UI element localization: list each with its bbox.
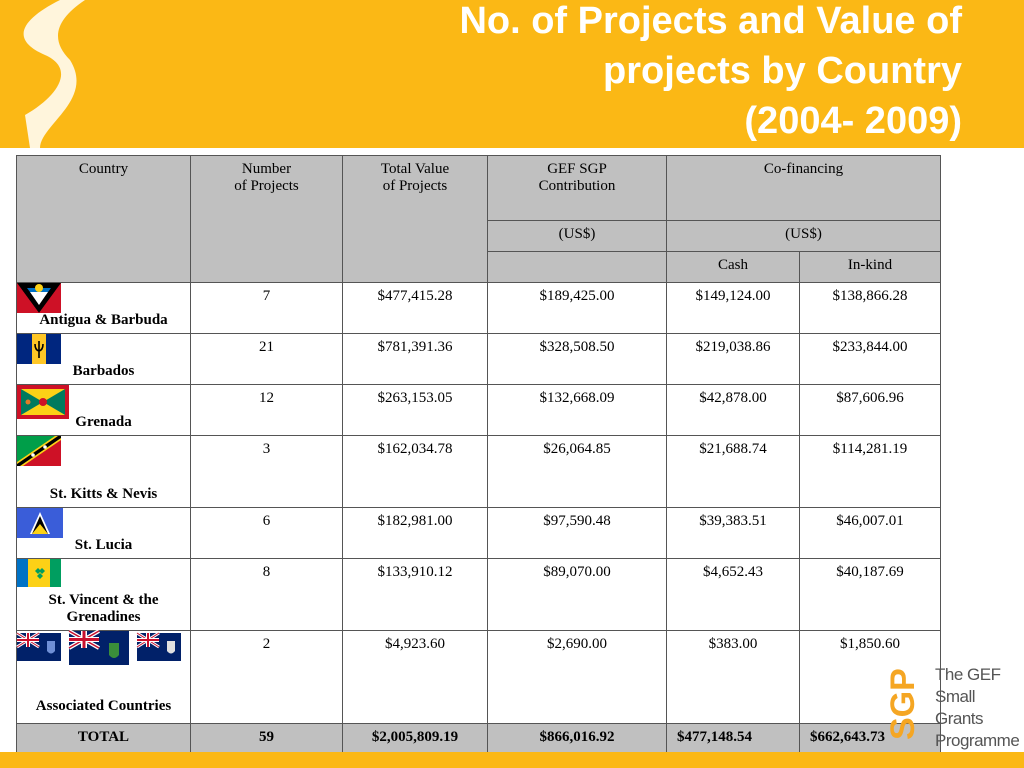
header-gef-unit: (US$) xyxy=(487,220,667,252)
swoosh-decoration xyxy=(23,0,85,148)
country-name: St. Kitts & Nevis xyxy=(49,486,158,502)
inkind-cell: $46,007.01 xyxy=(799,507,941,559)
projects-cell: 21 xyxy=(190,333,343,385)
projects-cell: 6 xyxy=(190,507,343,559)
header-num-projects: Number of Projects xyxy=(190,155,343,283)
cash-cell: $39,383.51 xyxy=(666,507,800,559)
cash-cell: $149,124.00 xyxy=(666,282,800,334)
total-cell: $182,981.00 xyxy=(342,507,488,559)
inkind-cell: $138,866.28 xyxy=(799,282,941,334)
gef-cell: $89,070.00 xyxy=(487,558,667,631)
cash-cell: $4,652.43 xyxy=(666,558,800,631)
header-country: Country xyxy=(16,155,191,283)
gef-cell: $132,668.09 xyxy=(487,384,667,436)
total-cell: $133,910.12 xyxy=(342,558,488,631)
country-cell: Grenada xyxy=(16,384,191,436)
total-cell: $781,391.36 xyxy=(342,333,488,385)
st-vincent-flag-icon xyxy=(17,559,61,587)
inkind-cell: $87,606.96 xyxy=(799,384,941,436)
country-cell: Antigua & Barbuda xyxy=(16,282,191,334)
cash-cell: $21,688.74 xyxy=(666,435,800,508)
country-name: St. Vincent & the Grenadines xyxy=(48,592,159,625)
barbados-flag-icon xyxy=(17,334,61,364)
logo-line-3: Programme xyxy=(935,731,1020,750)
title-line-2: projects by Country xyxy=(603,50,962,92)
country-cell: Associated Countries xyxy=(16,629,191,724)
gef-cell: $2,690.00 xyxy=(487,630,667,724)
total-cell: $4,923.60 xyxy=(342,630,488,724)
table-row: Barbados 21 $781,391.36 $328,508.50 $219… xyxy=(16,333,941,385)
header-cofinancing: Co-financing xyxy=(666,155,941,221)
inkind-cell: $1,850.60 xyxy=(799,630,941,724)
header-empty xyxy=(487,251,667,283)
table-row: St. Kitts & Nevis 3 $162,034.78 $26,064.… xyxy=(16,435,941,508)
table-row: Associated Countries 2 $4,923.60 $2,690.… xyxy=(16,629,941,724)
cash-cell: $219,038.86 xyxy=(666,333,800,385)
table-row: St. Lucia 6 $182,981.00 $97,590.48 $39,3… xyxy=(16,507,941,559)
total-cell: $162,034.78 xyxy=(342,435,488,508)
header-row-1: Country Number of Projects Total Value of … xyxy=(16,155,941,283)
header-inkind: In-kind xyxy=(799,251,941,283)
logo-line-2: Small Grants xyxy=(935,687,984,728)
country-cell: St. Lucia xyxy=(16,507,191,559)
country-name: Grenada xyxy=(75,414,132,430)
country-cell: St. Vincent & the Grenadines xyxy=(16,558,191,631)
header-total-value: Total Value of Projects xyxy=(342,155,488,283)
cash-cell: $383.00 xyxy=(666,630,800,724)
projects-cell: 8 xyxy=(190,558,343,631)
total-cell: $477,415.28 xyxy=(342,282,488,334)
projects-cell: 2 xyxy=(190,630,343,724)
projects-table: Country Number of Projects Total Value of … xyxy=(16,155,941,768)
country-name: Associated Countries xyxy=(35,698,172,714)
title-line-3: (2004- 2009) xyxy=(744,100,962,142)
sgp-logo: SGP xyxy=(884,668,922,740)
inkind-cell: $233,844.00 xyxy=(799,333,941,385)
associated-flags-icon xyxy=(16,629,181,665)
projects-cell: 12 xyxy=(190,384,343,436)
country-name: Antigua & Barbuda xyxy=(39,312,168,328)
header-row-2: (US$) (US$) xyxy=(17,220,941,252)
country-name: Barbados xyxy=(72,363,135,379)
country-cell: Barbados xyxy=(16,333,191,385)
header-row-3: Cash In-kind xyxy=(17,251,941,283)
projects-cell: 3 xyxy=(190,435,343,508)
gef-cell: $26,064.85 xyxy=(487,435,667,508)
page-title: No. of Projects and Value of projects by… xyxy=(262,0,962,146)
antigua-flag-icon xyxy=(17,283,61,313)
inkind-cell: $40,187.69 xyxy=(799,558,941,631)
inkind-cell: $114,281.19 xyxy=(799,435,941,508)
total-cell: $263,153.05 xyxy=(342,384,488,436)
header-cash: Cash xyxy=(666,251,800,283)
gef-cell: $97,590.48 xyxy=(487,507,667,559)
header-gef: GEF SGP Contribution xyxy=(487,155,667,221)
st-lucia-flag-icon xyxy=(17,508,63,538)
title-line-1: No. of Projects and Value of xyxy=(459,0,962,42)
st-kitts-flag-icon xyxy=(17,436,61,466)
table-row: Antigua & Barbuda 7 $477,415.28 $189,425… xyxy=(16,282,941,334)
header-banner: No. of Projects and Value of projects by… xyxy=(0,0,1024,148)
country-name: St. Lucia xyxy=(74,537,133,553)
header-cofin-unit: (US$) xyxy=(666,220,941,252)
grenada-flag-icon xyxy=(17,385,69,419)
gef-cell: $189,425.00 xyxy=(487,282,667,334)
gef-cell: $328,508.50 xyxy=(487,333,667,385)
cash-cell: $42,878.00 xyxy=(666,384,800,436)
table-row: Grenada 12 $263,153.05 $132,668.09 $42,8… xyxy=(16,384,941,436)
country-cell: St. Kitts & Nevis xyxy=(16,435,191,508)
footer-bar xyxy=(0,752,1024,768)
logo-mark: SGP xyxy=(884,668,922,740)
logo-text: The GEF Small Grants Programme xyxy=(935,664,1024,752)
table-row: St. Vincent & the Grenadines 8 $133,910.… xyxy=(16,558,941,631)
projects-cell: 7 xyxy=(190,282,343,334)
logo-line-1: The GEF xyxy=(935,665,1001,684)
